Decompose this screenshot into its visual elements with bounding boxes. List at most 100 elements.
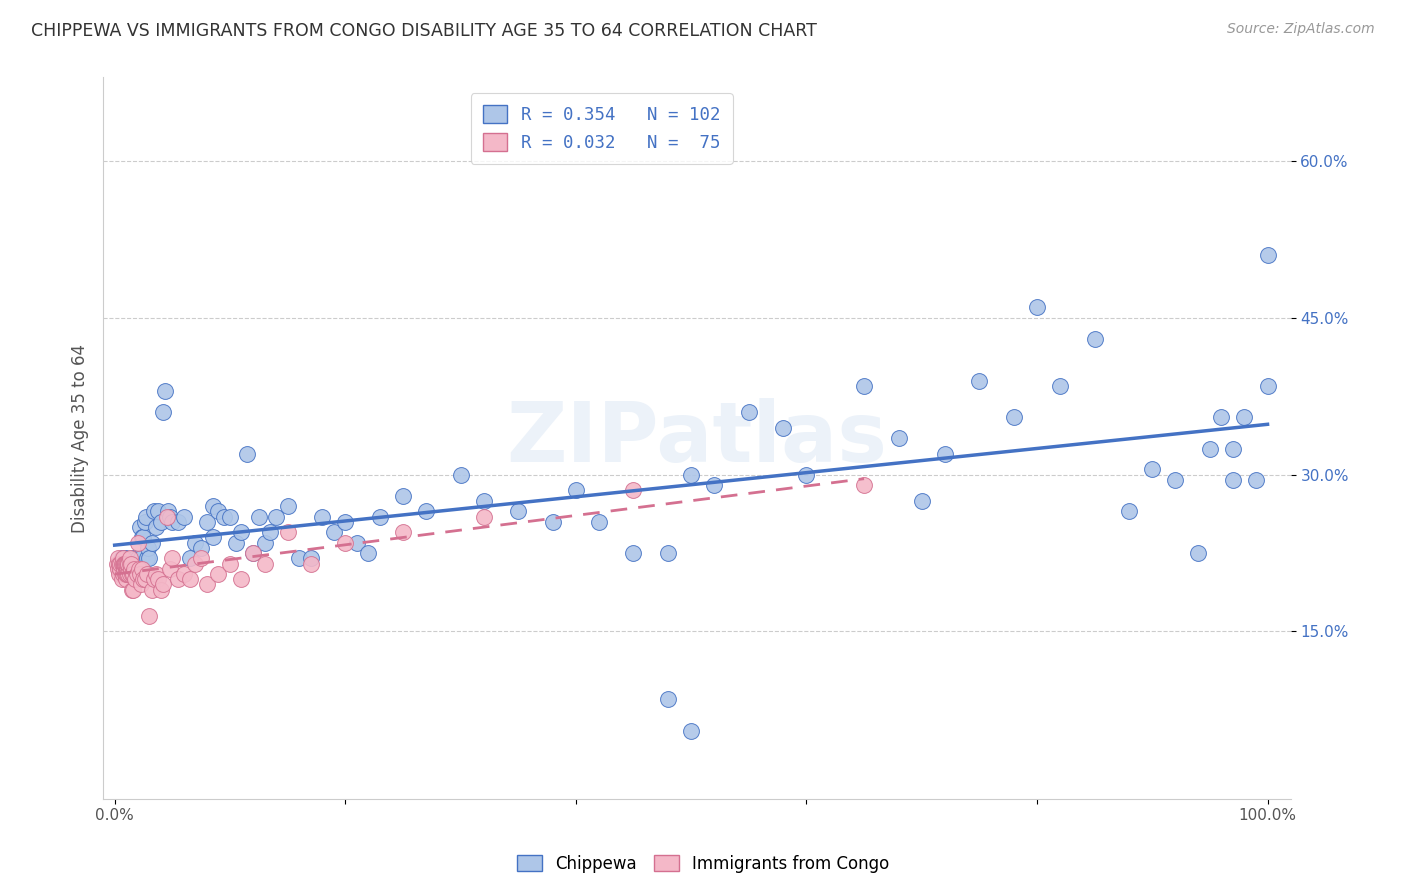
- Point: [207, 566, 229, 581]
- Point: [110, 562, 132, 576]
- Point: [121, 566, 143, 581]
- Point: [131, 562, 153, 576]
- Point: [288, 551, 311, 566]
- Point: [111, 566, 134, 581]
- Point: [738, 405, 761, 419]
- Point: [259, 525, 281, 540]
- Text: CHIPPEWA VS IMMIGRANTS FROM CONGO DISABILITY AGE 35 TO 64 CORRELATION CHART: CHIPPEWA VS IMMIGRANTS FROM CONGO DISABI…: [31, 22, 817, 40]
- Point: [853, 478, 876, 492]
- Point: [122, 562, 145, 576]
- Point: [703, 478, 725, 492]
- Point: [145, 520, 167, 534]
- Point: [253, 535, 276, 549]
- Point: [225, 535, 247, 549]
- Text: ZIPatlas: ZIPatlas: [506, 398, 887, 479]
- Point: [135, 509, 157, 524]
- Point: [136, 551, 159, 566]
- Point: [1222, 473, 1244, 487]
- Point: [149, 582, 172, 597]
- Point: [335, 515, 357, 529]
- Point: [242, 546, 264, 560]
- Point: [623, 546, 645, 560]
- Point: [184, 557, 207, 571]
- Point: [115, 562, 138, 576]
- Point: [1211, 410, 1233, 425]
- Point: [657, 546, 679, 560]
- Point: [219, 557, 242, 571]
- Point: [162, 515, 184, 529]
- Point: [111, 551, 134, 566]
- Point: [114, 557, 136, 571]
- Point: [112, 562, 135, 576]
- Point: [132, 530, 155, 544]
- Point: [195, 577, 218, 591]
- Point: [472, 493, 495, 508]
- Point: [1257, 248, 1279, 262]
- Point: [125, 566, 148, 581]
- Point: [121, 557, 143, 571]
- Point: [167, 515, 190, 529]
- Point: [322, 525, 344, 540]
- Point: [167, 572, 190, 586]
- Point: [159, 562, 181, 576]
- Point: [110, 557, 132, 571]
- Point: [588, 515, 610, 529]
- Point: [142, 504, 165, 518]
- Point: [1233, 410, 1256, 425]
- Point: [122, 562, 145, 576]
- Point: [1187, 546, 1209, 560]
- Point: [173, 509, 195, 524]
- Point: [346, 535, 368, 549]
- Point: [129, 577, 152, 591]
- Point: [124, 572, 146, 586]
- Point: [114, 557, 136, 571]
- Point: [115, 572, 138, 586]
- Point: [242, 546, 264, 560]
- Point: [115, 551, 138, 566]
- Point: [190, 541, 212, 555]
- Point: [1244, 473, 1267, 487]
- Point: [112, 551, 135, 566]
- Point: [472, 509, 495, 524]
- Point: [162, 551, 184, 566]
- Point: [1049, 379, 1071, 393]
- Point: [110, 551, 132, 566]
- Point: [117, 557, 139, 571]
- Point: [541, 515, 564, 529]
- Point: [299, 551, 322, 566]
- Point: [179, 572, 201, 586]
- Point: [357, 546, 380, 560]
- Point: [124, 551, 146, 566]
- Point: [129, 551, 152, 566]
- Point: [207, 504, 229, 518]
- Point: [247, 509, 270, 524]
- Point: [1002, 410, 1025, 425]
- Point: [179, 551, 201, 566]
- Point: [299, 557, 322, 571]
- Point: [392, 489, 415, 503]
- Point: [1222, 442, 1244, 456]
- Point: [231, 572, 253, 586]
- Point: [887, 431, 910, 445]
- Point: [190, 551, 212, 566]
- Point: [1118, 504, 1140, 518]
- Point: [392, 525, 415, 540]
- Point: [117, 557, 139, 571]
- Point: [236, 447, 259, 461]
- Point: [112, 557, 135, 571]
- Point: [1142, 462, 1164, 476]
- Point: [148, 572, 170, 586]
- Point: [129, 520, 152, 534]
- Point: [132, 572, 155, 586]
- Point: [772, 420, 794, 434]
- Point: [148, 504, 170, 518]
- Legend: R = 0.354   N = 102, R = 0.032   N =  75: R = 0.354 N = 102, R = 0.032 N = 75: [471, 94, 733, 164]
- Point: [117, 566, 139, 581]
- Point: [141, 582, 163, 597]
- Point: [114, 557, 136, 571]
- Point: [565, 483, 588, 498]
- Point: [142, 572, 165, 586]
- Point: [117, 557, 139, 571]
- Point: [118, 557, 141, 571]
- Point: [138, 608, 160, 623]
